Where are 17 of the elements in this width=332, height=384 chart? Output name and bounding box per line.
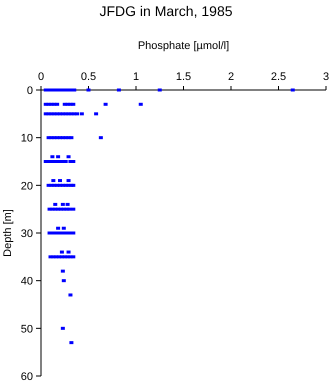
chart-title: JFDG in March, 1985 bbox=[99, 3, 233, 19]
y-tick-label: 40 bbox=[20, 276, 33, 288]
y-tick-label: 0 bbox=[26, 85, 33, 97]
x-axis-title: Phosphate [µmol/l] bbox=[138, 40, 230, 52]
x-tick-label: 0.5 bbox=[80, 71, 96, 83]
x-tick-label: 3 bbox=[322, 71, 330, 83]
y-tick-label: 20 bbox=[20, 180, 33, 192]
x-tick-label: 2.5 bbox=[270, 71, 286, 83]
x-tick-label: 0 bbox=[38, 71, 44, 83]
y-tick-label: 10 bbox=[20, 132, 33, 145]
y-tick-label: 30 bbox=[20, 228, 33, 240]
y-tick-label: 50 bbox=[20, 323, 33, 336]
x-tick-label: 2 bbox=[228, 71, 234, 83]
y-tick-label: 60 bbox=[20, 371, 33, 383]
x-tick-label: 1 bbox=[132, 71, 140, 83]
y-axis-title: Depth [m] bbox=[2, 209, 14, 257]
x-tick-label: 1.5 bbox=[176, 71, 192, 83]
